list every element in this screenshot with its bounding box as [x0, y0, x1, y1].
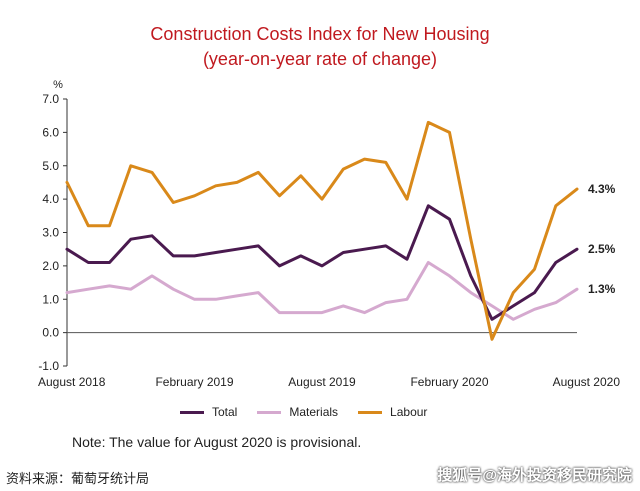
- legend-label-labour: Labour: [390, 405, 428, 419]
- series-line-total: [65, 204, 579, 321]
- legend-item-materials: Materials: [257, 405, 338, 419]
- series-line-labour: [65, 120, 579, 341]
- watermark: 搜狐号@海外投资移民研究院: [437, 467, 632, 484]
- legend-label-materials: Materials: [289, 405, 339, 419]
- x-tick-label: August 2018: [38, 375, 106, 389]
- end-label-labour: 4.3%: [588, 182, 616, 196]
- x-tick-label: August 2020: [553, 375, 621, 389]
- legend-swatch-total: [180, 410, 204, 414]
- source-credit: 资料来源：葡萄牙统计局: [6, 471, 150, 486]
- y-tick-label: 0.0: [42, 326, 59, 340]
- y-tick-label: 4.0: [42, 192, 59, 206]
- chart-title: Construction Costs Index for New Housing: [150, 24, 490, 44]
- y-tick-label: 3.0: [42, 226, 59, 240]
- y-axis-unit: %: [53, 79, 63, 91]
- y-tick-label: -1.0: [38, 359, 59, 373]
- y-tick-label: 1.0: [42, 292, 59, 306]
- x-tick-label: February 2020: [410, 375, 488, 389]
- y-tick-label: 7.0: [42, 92, 59, 106]
- legend-label-total: Total: [212, 405, 238, 419]
- end-label-total: 2.5%: [588, 242, 616, 256]
- y-tick-label: 2.0: [42, 259, 59, 273]
- footnote: Note: The value for August 2020 is provi…: [72, 434, 362, 450]
- series-line-materials: [65, 261, 579, 321]
- legend-item-labour: Labour: [358, 405, 427, 419]
- chart-subtitle: (year-on-year rate of change): [202, 49, 438, 69]
- y-tick-label: 5.0: [42, 159, 59, 173]
- legend: Total Materials Labour: [180, 405, 427, 419]
- legend-swatch-labour: [358, 410, 383, 414]
- end-label-materials: 1.3%: [588, 282, 616, 296]
- y-tick-label: 6.0: [42, 125, 59, 139]
- legend-swatch-materials: [257, 410, 282, 414]
- legend-item-total: Total: [180, 405, 237, 419]
- x-tick-label: February 2019: [155, 375, 233, 389]
- x-tick-label: August 2019: [288, 375, 356, 389]
